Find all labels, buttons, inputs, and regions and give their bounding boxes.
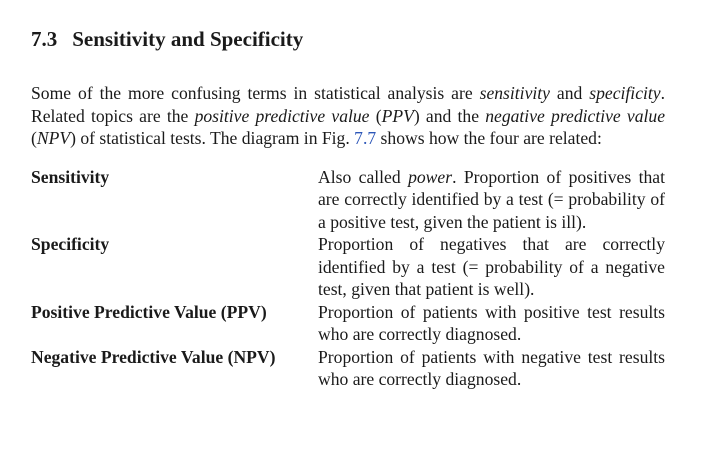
intro-text: ) and the — [413, 105, 486, 126]
definition-term: Sensitivity — [31, 166, 110, 187]
intro-text: . Related topics are the — [31, 83, 665, 126]
section-title: Sensitivity and Specificity — [72, 27, 304, 51]
definition-term: Positive Predictive Value (PPV) — [31, 301, 267, 322]
intro-term-ppv: PPV — [381, 105, 414, 126]
definition-text: Proportion of patients with negative tes… — [318, 346, 665, 390]
intro-paragraph: Some of the more confusing terms in stat… — [31, 82, 665, 150]
definition-specificity: Specificity Proportion of negatives that… — [31, 233, 665, 301]
intro-text: ( — [369, 105, 382, 126]
definition-description: Also called power. Proportion of positiv… — [318, 166, 665, 234]
definition-emphasis: power — [408, 166, 453, 187]
section-number: 7.3 — [31, 27, 58, 51]
intro-text: ) of statistical tests. The diagram in F… — [70, 128, 355, 148]
definition-term: Specificity — [31, 234, 110, 254]
definition-npv: Negative Predictive Value (NPV) Proporti… — [31, 346, 665, 391]
definition-sensitivity: Sensitivity Also called power. Proportio… — [31, 166, 665, 234]
intro-text: ( — [31, 128, 37, 148]
definition-description: Proportion of patients with positive tes… — [318, 301, 665, 346]
intro-term-npv: NPV — [36, 128, 71, 148]
intro-term-sensitivity: sensitivity — [479, 83, 550, 103]
intro-term-npv-full: negative predictive value — [485, 105, 666, 126]
definition-text: . Proportion of positives that are corre… — [318, 166, 665, 232]
definition-description: Proportion of negatives that are correct… — [318, 233, 665, 301]
definition-ppv: Positive Predictive Value (PPV) Proporti… — [31, 301, 665, 346]
definition-list: Sensitivity Also called power. Proportio… — [31, 166, 665, 391]
definition-term: Negative Predictive Value (NPV) — [31, 346, 276, 367]
intro-text: Some of the more confusing terms in stat… — [31, 83, 480, 103]
intro-text: shows how the four are related: — [376, 128, 602, 148]
definition-text: Proportion of patients with positive tes… — [318, 301, 665, 345]
intro-term-ppv-full: positive predictive value — [194, 105, 370, 126]
intro-text: and — [549, 83, 590, 103]
definition-text: Also called — [318, 166, 409, 187]
intro-term-specificity: specificity — [589, 83, 661, 103]
figure-reference-link[interactable]: 7.7 — [354, 128, 377, 148]
definition-text: Proportion of negatives that are correct… — [318, 234, 665, 299]
definition-description: Proportion of patients with negative tes… — [318, 346, 665, 391]
page: 7.3 Sensitivity and Specificity Some of t… — [31, 24, 665, 391]
section-heading: 7.3 Sensitivity and Specificity — [31, 24, 665, 54]
